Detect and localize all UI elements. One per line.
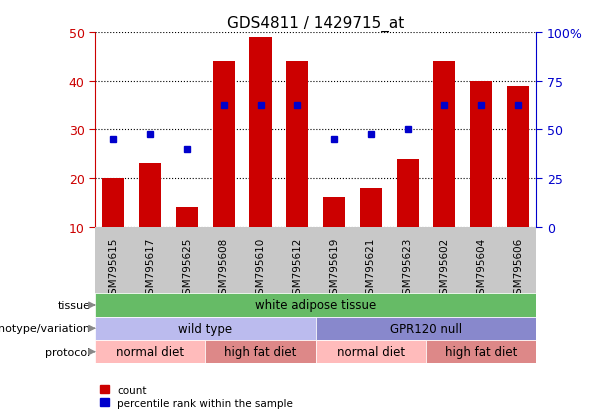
Bar — [102, 178, 124, 227]
Bar — [95, 317, 316, 340]
Text: GSM795612: GSM795612 — [292, 237, 302, 300]
Text: GSM795615: GSM795615 — [109, 237, 118, 300]
Text: high fat diet: high fat diet — [445, 345, 517, 358]
Bar — [360, 188, 382, 227]
Text: GPR120 null: GPR120 null — [390, 322, 462, 335]
Text: GSM795606: GSM795606 — [513, 237, 523, 300]
Text: GSM795604: GSM795604 — [476, 237, 486, 300]
Title: GDS4811 / 1429715_at: GDS4811 / 1429715_at — [227, 16, 405, 32]
Bar — [433, 62, 455, 227]
Text: GSM795621: GSM795621 — [366, 237, 376, 300]
Bar — [507, 86, 529, 227]
Bar — [139, 164, 161, 227]
Text: genotype/variation: genotype/variation — [0, 323, 91, 334]
Bar — [213, 62, 235, 227]
Text: wild type: wild type — [178, 322, 232, 335]
Text: tissue: tissue — [58, 300, 91, 310]
Text: GSM795619: GSM795619 — [329, 237, 339, 300]
Text: GSM795610: GSM795610 — [256, 237, 265, 300]
Bar — [316, 317, 536, 340]
Text: GSM795602: GSM795602 — [440, 237, 449, 300]
Text: GSM795608: GSM795608 — [219, 237, 229, 300]
Bar — [286, 62, 308, 227]
Bar — [323, 198, 345, 227]
Bar — [205, 340, 316, 363]
Text: normal diet: normal diet — [116, 345, 185, 358]
Bar — [249, 38, 272, 227]
Bar — [426, 340, 536, 363]
Legend: count, percentile rank within the sample: count, percentile rank within the sample — [100, 385, 293, 408]
Text: high fat diet: high fat diet — [224, 345, 297, 358]
Text: GSM795623: GSM795623 — [403, 237, 413, 300]
Bar — [176, 208, 198, 227]
Text: GSM795625: GSM795625 — [182, 237, 192, 300]
Text: protocol: protocol — [45, 347, 91, 357]
Text: GSM795617: GSM795617 — [145, 237, 155, 300]
Text: white adipose tissue: white adipose tissue — [255, 299, 376, 312]
Bar — [95, 340, 205, 363]
Bar — [470, 81, 492, 227]
Bar — [397, 159, 419, 227]
Text: normal diet: normal diet — [337, 345, 405, 358]
Bar — [316, 340, 426, 363]
